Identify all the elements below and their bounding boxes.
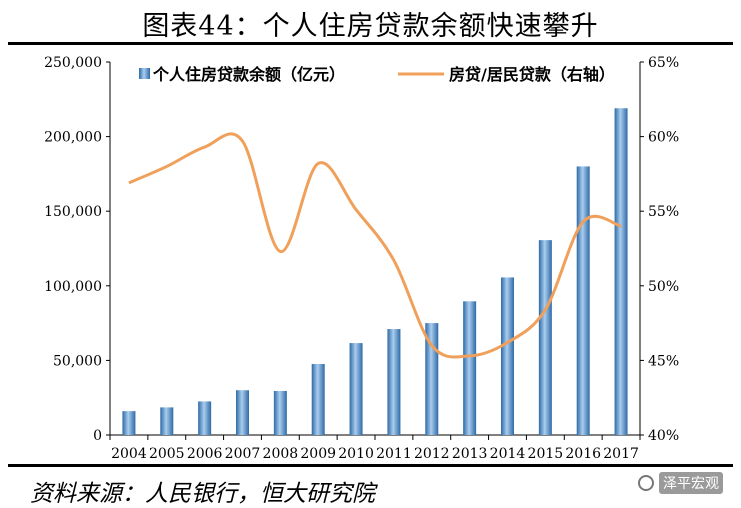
y-right-tick-label: 60% — [648, 130, 679, 146]
bar-2017 — [614, 108, 628, 435]
x-tick-label: 2008 — [263, 446, 299, 462]
bar-2009 — [311, 363, 325, 435]
line-series-mortgage-share — [128, 132, 622, 359]
y-right-tick-label: 40% — [648, 428, 679, 444]
chart-title: 图表44：个人住房贷款余额快速攀升 — [142, 11, 599, 42]
y-left-tick-label: 50,000 — [53, 353, 102, 369]
x-tick-label: 2006 — [187, 446, 223, 462]
bar-2014 — [501, 277, 514, 435]
legend-label-line: 房贷/居民贷款（右轴） — [449, 65, 615, 84]
x-tick-label: 2010 — [338, 446, 374, 462]
x-tick-label: 2007 — [225, 446, 261, 462]
y-right-tick-label: 65% — [648, 55, 679, 71]
legend-label-bar: 个人住房贷款余额（亿元） — [152, 65, 345, 84]
y-right-tick-label: 55% — [648, 204, 679, 220]
bar-2005 — [160, 407, 174, 435]
bar-2006 — [198, 401, 212, 435]
x-tick-label: 2004 — [111, 446, 147, 462]
source-note: 资料来源：人民银行，恒大研究院 — [30, 481, 375, 507]
x-tick-label: 2016 — [565, 446, 601, 462]
watermark: 泽平宏观 — [638, 472, 723, 494]
y-right-tick-label: 50% — [648, 279, 679, 295]
bar-2013 — [463, 301, 477, 435]
x-tick-label: 2009 — [300, 446, 336, 462]
x-tick-label: 2012 — [414, 446, 450, 462]
y-right-tick-label: 45% — [648, 353, 679, 369]
y-left-tick-label: 0 — [93, 428, 102, 444]
top-rule — [8, 42, 733, 45]
legend-swatch-bar — [139, 68, 150, 79]
bar-2007 — [236, 390, 249, 435]
x-tick-label: 2017 — [603, 446, 639, 462]
y-left-tick-label: 250,000 — [44, 55, 102, 71]
x-tick-label: 2014 — [490, 446, 526, 462]
bar-2016 — [576, 166, 590, 435]
y-left-tick-label: 200,000 — [44, 130, 102, 146]
x-tick-label: 2013 — [452, 446, 488, 462]
x-tick-label: 2015 — [528, 446, 564, 462]
bar-2008 — [273, 390, 287, 435]
y-left-tick-label: 100,000 — [44, 279, 102, 295]
bar-2004 — [122, 411, 136, 435]
bar-2010 — [349, 343, 363, 435]
bar-2011 — [387, 329, 401, 435]
bottom-rule — [8, 464, 733, 467]
y-left-tick-label: 150,000 — [44, 204, 102, 220]
x-tick-label: 2005 — [149, 446, 185, 462]
bar-2015 — [538, 240, 552, 435]
x-tick-label: 2011 — [376, 446, 412, 462]
wechat-icon — [638, 475, 654, 491]
watermark-text: 泽平宏观 — [659, 472, 723, 494]
